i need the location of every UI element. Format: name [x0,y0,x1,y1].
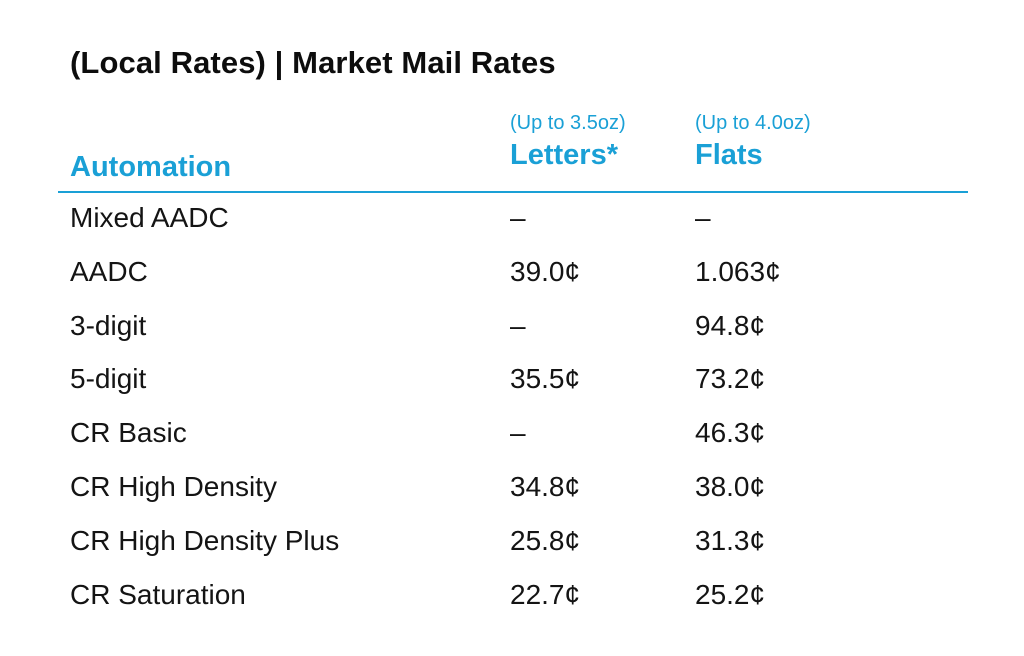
flats-weight-note: (Up to 4.0oz) [695,112,811,134]
row-label: CR High Density [70,470,277,502]
header-divider [58,191,968,193]
letters-rate: 22.7¢ [510,578,581,610]
row-label: 3-digit [70,309,147,341]
letters-column-header: (Up to 3.5oz) Letters* [510,108,626,172]
flats-rate: 1.063¢ [695,255,781,287]
flats-rate: 31.3¢ [695,524,766,556]
table-header: Automation (Up to 3.5oz) Letters* (Up to… [0,108,1024,192]
row-label: 5-digit [70,363,147,395]
letters-rate: 25.8¢ [510,524,581,556]
flats-column-label: Flats [695,139,763,171]
row-label: CR Saturation [70,578,246,610]
row-label: CR High Density Plus [70,524,340,556]
letters-column-label: Letters* [510,139,618,171]
row-label: AADC [70,255,148,287]
flats-rate: 73.2¢ [695,363,766,395]
letters-rate: – [510,309,526,341]
letters-rate: 35.5¢ [510,363,581,395]
flats-rate: 94.8¢ [695,309,766,341]
table-row: AADC 39.0¢ 1.063¢ [0,249,1024,303]
letters-rate: – [510,417,526,449]
flats-rate: – [695,202,711,233]
row-label: Mixed AADC [70,202,229,233]
letters-rate: 34.8¢ [510,470,581,502]
table-row: CR Basic – 46.3¢ [0,410,1024,464]
flats-rate: 46.3¢ [695,417,766,449]
flats-column-header: (Up to 4.0oz) Flats [695,108,811,172]
row-label: CR Basic [70,417,187,449]
flats-rate: 38.0¢ [695,470,766,502]
flats-rate: 25.2¢ [695,578,766,610]
table-row: 3-digit – 94.8¢ [0,303,1024,357]
letters-rate: 39.0¢ [510,255,581,287]
table-row: CR Saturation 22.7¢ 25.2¢ [0,572,1024,626]
table-row: 5-digit 35.5¢ 73.2¢ [0,356,1024,410]
category-column-header: Automation [70,151,232,183]
letters-weight-note: (Up to 3.5oz) [510,112,626,134]
table-row: CR High Density Plus 25.8¢ 31.3¢ [0,518,1024,572]
table-row: CR High Density 34.8¢ 38.0¢ [0,464,1024,518]
table-row: Mixed AADC – – [0,195,1024,249]
letters-rate: – [510,202,526,233]
page-title: (Local Rates) | Market Mail Rates [70,45,556,80]
rates-table-body: Mixed AADC – – AADC 39.0¢ 1.063¢ 3-digit… [0,195,1024,625]
